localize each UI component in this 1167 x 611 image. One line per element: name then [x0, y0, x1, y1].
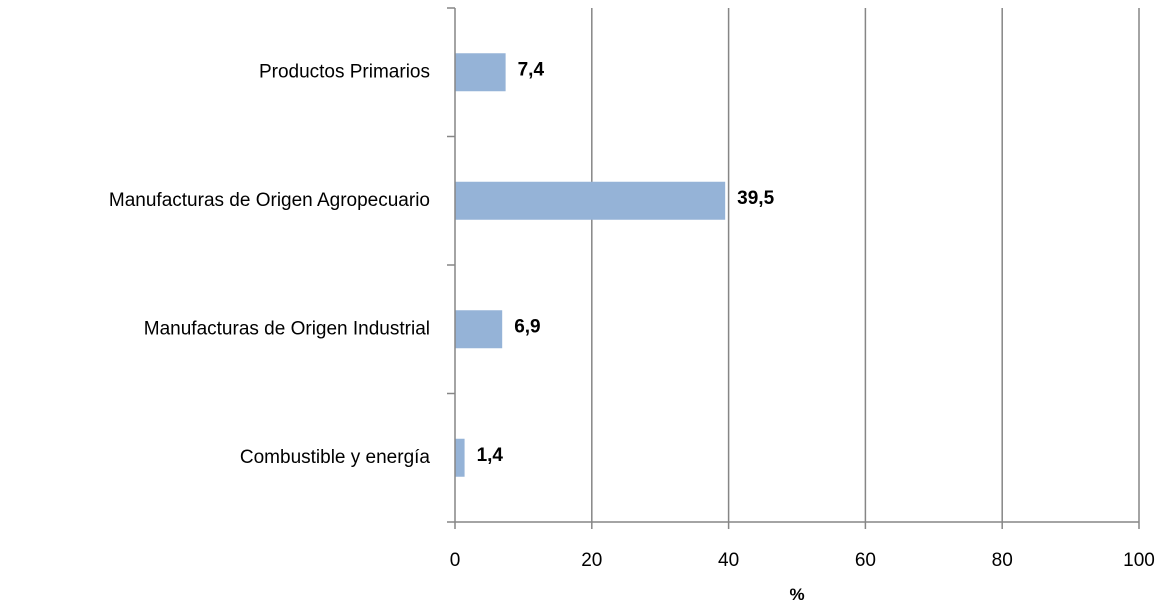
- bars: [455, 53, 726, 477]
- x-tick-label-0: 0: [450, 550, 461, 571]
- x-tick-label-60: 60: [855, 550, 876, 571]
- bar-2: [455, 310, 503, 349]
- bar-0: [455, 53, 506, 92]
- x-tick-label-40: 40: [718, 550, 739, 571]
- category-label-3: Combustible y energía: [240, 447, 431, 468]
- bar-3: [455, 438, 465, 477]
- x-axis-title: %: [789, 585, 804, 604]
- axes: [447, 7, 1140, 529]
- x-tick-label-80: 80: [992, 550, 1013, 571]
- category-label-0: Productos Primarios: [259, 61, 430, 82]
- category-label-1: Manufacturas de Origen Agropecuario: [109, 190, 430, 211]
- gridlines: [591, 8, 1140, 522]
- data-label-2: 6,9: [514, 316, 540, 337]
- x-tick-labels: 0 20 40 60 80 100: [450, 550, 1155, 571]
- bar-1: [455, 181, 726, 220]
- data-labels: 7,4 39,5 6,9 1,4: [477, 59, 775, 466]
- category-labels: Productos Primarios Manufacturas de Orige…: [109, 61, 431, 468]
- x-tick-label-100: 100: [1123, 550, 1155, 571]
- category-label-2: Manufacturas de Origen Industrial: [144, 318, 430, 339]
- data-label-0: 7,4: [518, 59, 545, 80]
- x-tick-label-20: 20: [581, 550, 602, 571]
- data-label-1: 39,5: [737, 188, 774, 209]
- data-label-3: 1,4: [477, 445, 504, 466]
